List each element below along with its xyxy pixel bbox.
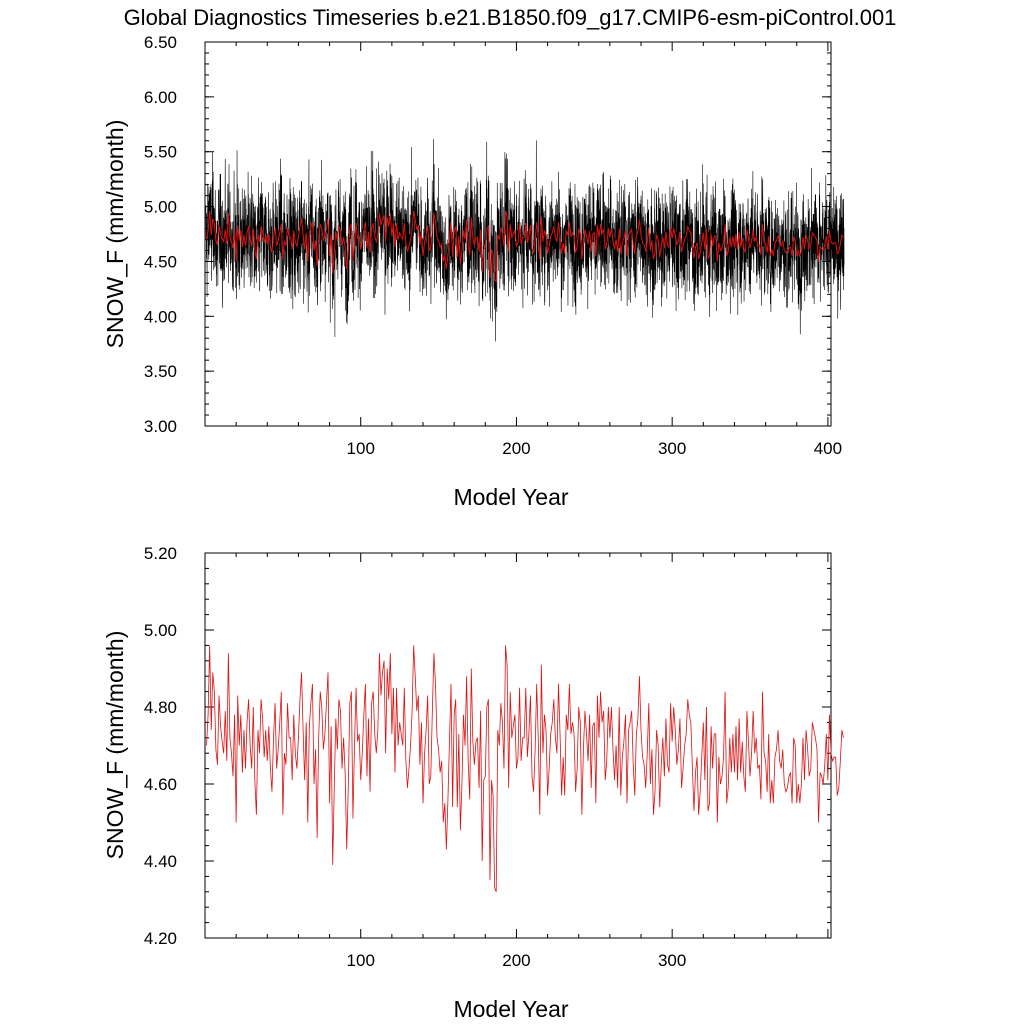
monthly-timeseries-panel: 3.00 3.50 4.00 4.50 5.00 5.50 6.00 6.50 100 200 3… xyxy=(102,33,845,510)
y-tick-label: 4.60 xyxy=(144,775,177,794)
x-tick-labels-bottom: 100 200 300 xyxy=(347,951,687,970)
y-tick-label: 5.00 xyxy=(144,198,177,217)
x-tick-label: 100 xyxy=(347,439,375,458)
series-line-annual-overlay xyxy=(206,210,844,283)
x-tick-label: 200 xyxy=(502,439,530,458)
figure-title: Global Diagnostics Timeseries b.e21.B185… xyxy=(124,5,897,30)
y-tick-label: 4.50 xyxy=(144,252,177,271)
y-tick-label: 5.00 xyxy=(144,621,177,640)
axis-ticks-top xyxy=(204,41,831,427)
axis-ticks-bottom xyxy=(204,552,831,939)
annual-timeseries-panel: 4.20 4.40 4.60 4.80 5.00 5.20 100 200 300 Model… xyxy=(102,544,844,1022)
y-tick-label: 4.80 xyxy=(144,698,177,717)
y-tick-label: 3.00 xyxy=(144,417,177,436)
x-tick-label: 200 xyxy=(502,951,530,970)
y-tick-label: 4.00 xyxy=(144,307,177,326)
y-tick-label: 5.20 xyxy=(144,544,177,563)
y-tick-label: 6.50 xyxy=(144,33,177,52)
x-tick-label: 400 xyxy=(814,439,842,458)
x-axis-label-bottom: Model Year xyxy=(453,996,568,1022)
x-tick-labels-top: 100 200 300 400 xyxy=(347,439,843,458)
x-tick-label: 300 xyxy=(658,951,686,970)
y-tick-label: 6.00 xyxy=(144,88,177,107)
y-axis-label-bottom: SNOW_F (mm/month) xyxy=(102,631,128,860)
y-tick-labels-top: 3.00 3.50 4.00 4.50 5.00 5.50 6.00 6.50 xyxy=(144,33,177,436)
x-tick-label: 100 xyxy=(347,951,375,970)
y-tick-label: 4.20 xyxy=(144,929,177,948)
y-tick-label: 3.50 xyxy=(144,362,177,381)
y-tick-labels-bottom: 4.20 4.40 4.60 4.80 5.00 5.20 xyxy=(144,544,177,948)
x-tick-label: 300 xyxy=(658,439,686,458)
y-axis-label-top: SNOW_F (mm/month) xyxy=(102,120,128,349)
x-axis-label-top: Model Year xyxy=(453,484,568,510)
series-line-annual xyxy=(206,645,844,892)
y-tick-label: 4.40 xyxy=(144,852,177,871)
y-tick-label: 5.50 xyxy=(144,143,177,162)
